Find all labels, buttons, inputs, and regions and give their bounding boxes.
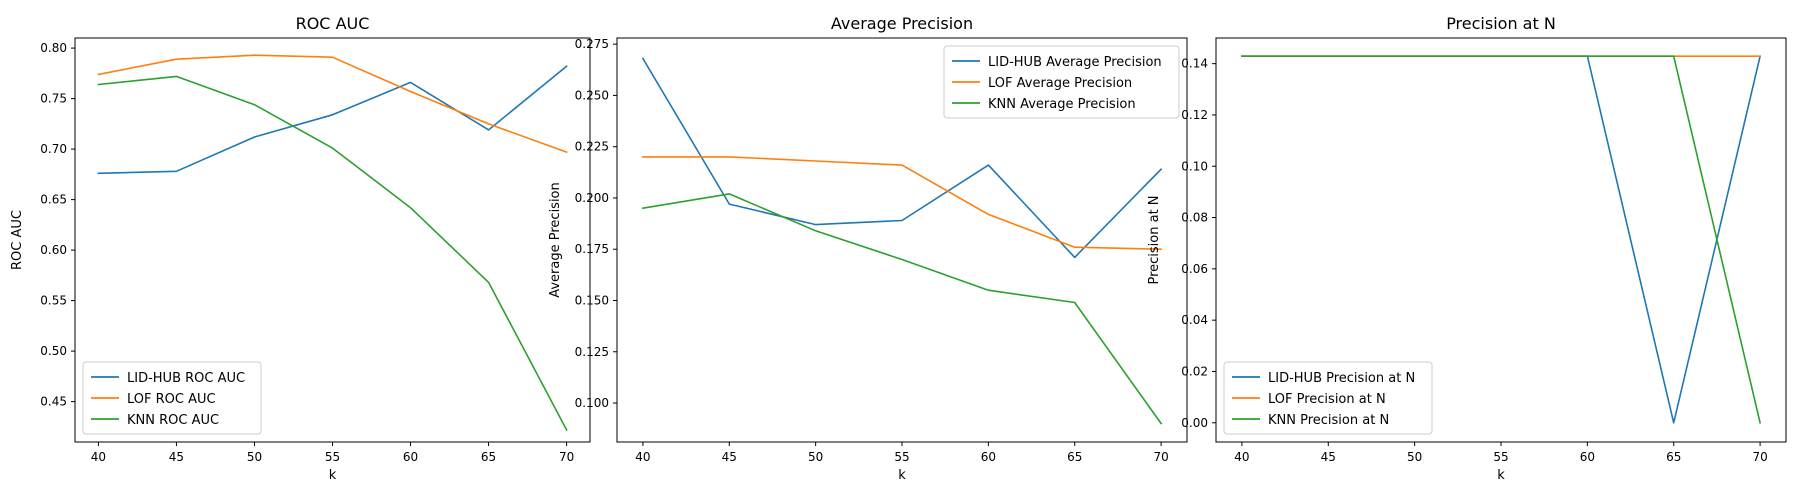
- legend: LID-HUB Average Precision LOF Average Pre…: [943, 45, 1180, 119]
- x-tick-label: 60: [981, 450, 996, 464]
- x-tick-label: 40: [1234, 450, 1249, 464]
- legend-entry: KNN Average Precision: [988, 97, 1136, 112]
- y-tick-label: 0.10: [1181, 159, 1208, 173]
- x-tick-label: 55: [325, 450, 340, 464]
- y-tick-label: 0.60: [40, 243, 67, 257]
- plot-area-frame: [74, 37, 591, 443]
- y-tick-label: 0.100: [575, 396, 609, 410]
- chart-panel-2: Average Precision 40 45 50 55 60 65 70 0.100 0.12…: [548, 14, 1188, 483]
- y-tick-label: 0.55: [40, 294, 67, 308]
- y-tick-label: 0.00: [1181, 416, 1208, 430]
- legend-entry: LOF Average Precision: [988, 76, 1132, 91]
- y-tick-label: 0.275: [575, 37, 609, 51]
- x-tick-label: 65: [1666, 450, 1681, 464]
- y-tick-label: 0.65: [40, 193, 67, 207]
- x-tick-label: 50: [247, 450, 262, 464]
- x-tick-label: 45: [169, 450, 184, 464]
- legend-entry: LOF ROC AUC: [127, 392, 216, 407]
- y-axis-label: Precision at N: [1147, 195, 1162, 284]
- x-tick-label: 65: [1067, 450, 1082, 464]
- series-line-1: [97, 65, 568, 175]
- legend: LID-HUB Precision at N LOF Precision at N…: [1223, 361, 1433, 435]
- x-tick-label: 60: [1580, 450, 1595, 464]
- x-tick-label: 45: [1321, 450, 1336, 464]
- series-line-2: [97, 54, 568, 154]
- legend-entry: LID-HUB Precision at N: [1268, 371, 1415, 386]
- series-line-2: [642, 156, 1162, 251]
- y-tick-label: 0.200: [575, 191, 609, 205]
- y-tick-label: 0.75: [40, 92, 67, 106]
- y-tick-label: 0.150: [575, 293, 609, 307]
- chart-title: Precision at N: [1446, 14, 1556, 33]
- legend-box: [1223, 361, 1433, 435]
- x-tick-label: 50: [1407, 450, 1422, 464]
- series-line-3: [1241, 55, 1762, 424]
- y-tick-label: 0.12: [1181, 108, 1208, 122]
- x-tick-label: 45: [722, 450, 737, 464]
- plot-area-frame: [1215, 37, 1787, 443]
- legend-entry: LID-HUB Average Precision: [988, 55, 1162, 70]
- series-line-1: [641, 57, 1163, 259]
- chart-title: Average Precision: [831, 14, 973, 33]
- x-tick-label: 60: [403, 450, 418, 464]
- y-axis-label: Average Precision: [548, 182, 563, 298]
- y-tick-label: 0.70: [40, 142, 67, 156]
- x-tick-label: 70: [1153, 450, 1168, 464]
- y-tick-label: 0.04: [1181, 313, 1208, 327]
- chart-panel-1: ROC AUC 40 45 50 55 60 65 70 0.45 0.50 0.55 0.60 0.6…: [10, 14, 591, 483]
- y-tick-label: 0.06: [1181, 262, 1208, 276]
- y-tick-label: 0.50: [40, 344, 67, 358]
- legend-entry: LOF Precision at N: [1268, 392, 1386, 407]
- series-line-3: [97, 75, 568, 431]
- y-tick-label: 0.225: [575, 140, 609, 154]
- x-tick-label: 65: [481, 450, 496, 464]
- legend-box: [82, 361, 262, 435]
- x-tick-label: 55: [894, 450, 909, 464]
- x-axis-label: k: [898, 468, 906, 483]
- x-axis-label: k: [1497, 468, 1505, 483]
- legend-box: [943, 45, 1180, 119]
- chart-title: ROC AUC: [296, 14, 370, 33]
- series-line-3: [641, 193, 1163, 425]
- x-tick-label: 70: [1752, 450, 1767, 464]
- legend-entry: KNN Precision at N: [1268, 413, 1389, 428]
- legend: LID-HUB ROC AUC LOF ROC AUC KNN ROC AUC: [82, 361, 262, 435]
- x-tick-label: 50: [808, 450, 823, 464]
- x-tick-label: 55: [1493, 450, 1508, 464]
- y-tick-label: 0.02: [1181, 364, 1208, 378]
- x-tick-label: 40: [91, 450, 106, 464]
- y-tick-label: 0.125: [575, 345, 609, 359]
- y-axis-label: ROC AUC: [10, 210, 25, 270]
- y-tick-label: 0.45: [40, 395, 67, 409]
- y-tick-label: 0.08: [1181, 211, 1208, 225]
- y-tick-label: 0.80: [40, 41, 67, 55]
- x-tick-label: 70: [559, 450, 574, 464]
- legend-entry: LID-HUB ROC AUC: [127, 371, 245, 386]
- legend-entry: KNN ROC AUC: [127, 413, 219, 428]
- chart-panel-3: Precision at N 40 45 50 55 60 65 70 0.00 0.02 0.04…: [1147, 14, 1787, 483]
- y-tick-label: 0.175: [575, 242, 609, 256]
- y-tick-label: 0.250: [575, 88, 609, 102]
- y-tick-label: 0.14: [1181, 57, 1208, 71]
- x-tick-label: 40: [635, 450, 650, 464]
- x-axis-label: k: [329, 468, 337, 483]
- plot-area-frame: [616, 37, 1188, 443]
